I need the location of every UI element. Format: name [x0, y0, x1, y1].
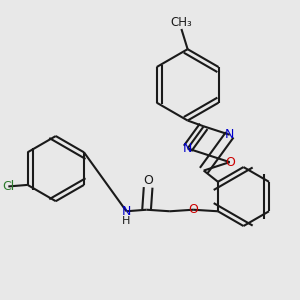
Text: O: O: [188, 203, 198, 216]
Text: H: H: [122, 216, 130, 226]
Text: O: O: [143, 174, 153, 188]
Text: N: N: [225, 128, 234, 141]
Text: N: N: [122, 205, 131, 218]
Text: Cl: Cl: [2, 180, 14, 193]
Text: CH₃: CH₃: [170, 16, 192, 29]
Text: N: N: [183, 142, 192, 155]
Text: O: O: [225, 156, 235, 169]
